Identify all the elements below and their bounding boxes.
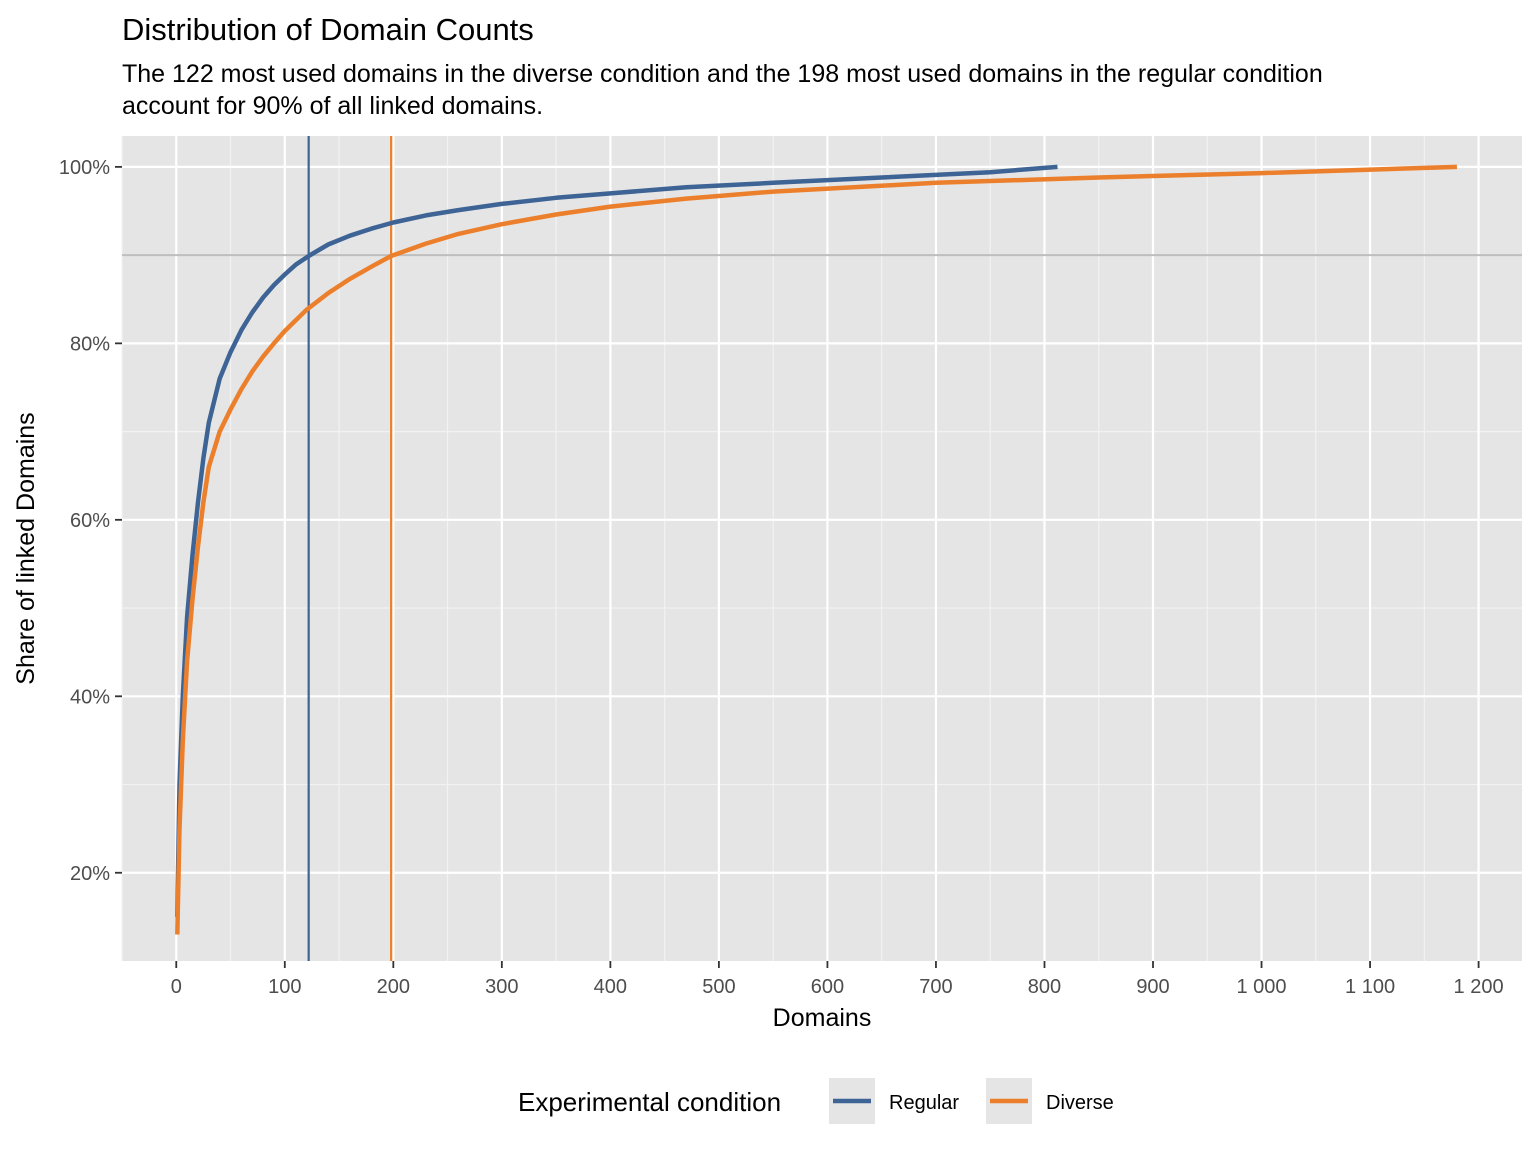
x-tick-label: 0: [171, 976, 182, 998]
plot-panel: [122, 136, 1522, 961]
x-tick-label: 900: [1136, 976, 1169, 998]
legend-label-regular: Regular: [889, 1092, 959, 1114]
reference-lines: [122, 136, 1522, 961]
legend-label-diverse: Diverse: [1046, 1092, 1114, 1114]
x-tick-label: 100: [268, 976, 301, 998]
x-tick-label: 300: [485, 976, 518, 998]
x-tick-label: 800: [1028, 976, 1061, 998]
y-axis-title: Share of linked Domains: [12, 412, 40, 684]
chart-subtitle-line-1: The 122 most used domains in the diverse…: [122, 60, 1323, 88]
legend: Experimental condition Regular Diverse: [518, 1078, 1114, 1124]
x-tick-label: 400: [594, 976, 627, 998]
series-line-regular: [175, 164, 1058, 917]
y-tick-label: 40%: [70, 686, 110, 708]
x-tick-label: 500: [702, 976, 735, 998]
chart-subtitle-line-2: account for 90% of all linked domains.: [122, 92, 543, 120]
x-tick-label: 1 100: [1345, 976, 1395, 998]
x-tick-label: 200: [377, 976, 410, 998]
x-tick-label: 1 000: [1237, 976, 1287, 998]
x-tick-label: 600: [811, 976, 844, 998]
y-tick-label: 80%: [70, 333, 110, 355]
series-lines: [175, 164, 1457, 935]
legend-title: Experimental condition: [518, 1087, 781, 1117]
chart-title: Distribution of Domain Counts: [122, 12, 534, 47]
x-axis-title: Domains: [773, 1004, 872, 1032]
x-tick-label: 1 200: [1454, 976, 1504, 998]
series-line-diverse: [175, 164, 1457, 935]
axes: 0 100 200 300 400 500 600 700 800 900 1 000 1 100 1 …: [59, 157, 1504, 998]
x-tick-label: 700: [919, 976, 952, 998]
grid-lines: [121, 136, 1522, 961]
y-tick-label: 20%: [70, 863, 110, 885]
y-tick-label: 60%: [70, 510, 110, 532]
y-tick-label: 100%: [59, 157, 110, 179]
